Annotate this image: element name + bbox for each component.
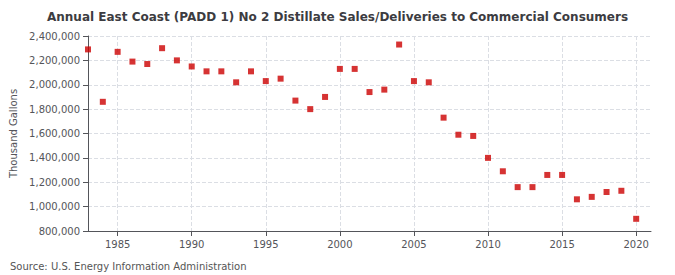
svg-text:2020: 2020 <box>623 239 648 250</box>
svg-text:1995: 1995 <box>253 239 278 250</box>
svg-text:Annual East Coast (PADD 1) No: Annual East Coast (PADD 1) No 2 Distilla… <box>47 10 628 24</box>
svg-text:1,400,000: 1,400,000 <box>29 152 80 163</box>
svg-text:1,200,000: 1,200,000 <box>29 177 80 188</box>
svg-text:1,600,000: 1,600,000 <box>29 128 80 139</box>
svg-text:Source: U.S. Energy Informatio: Source: U.S. Energy Information Administ… <box>10 261 247 272</box>
svg-text:2010: 2010 <box>475 239 500 250</box>
svg-text:1,000,000: 1,000,000 <box>29 201 80 212</box>
svg-text:2,200,000: 2,200,000 <box>29 55 80 66</box>
svg-text:2000: 2000 <box>327 239 352 250</box>
svg-text:2,000,000: 2,000,000 <box>29 79 80 90</box>
svg-text:2,400,000: 2,400,000 <box>29 31 80 42</box>
svg-text:Thousand Gallons: Thousand Gallons <box>8 89 19 179</box>
svg-text:1,800,000: 1,800,000 <box>29 104 80 115</box>
svg-text:1985: 1985 <box>105 239 130 250</box>
svg-text:800,000: 800,000 <box>39 226 80 237</box>
svg-text:1990: 1990 <box>179 239 204 250</box>
svg-text:2005: 2005 <box>401 239 426 250</box>
svg-text:2015: 2015 <box>549 239 574 250</box>
